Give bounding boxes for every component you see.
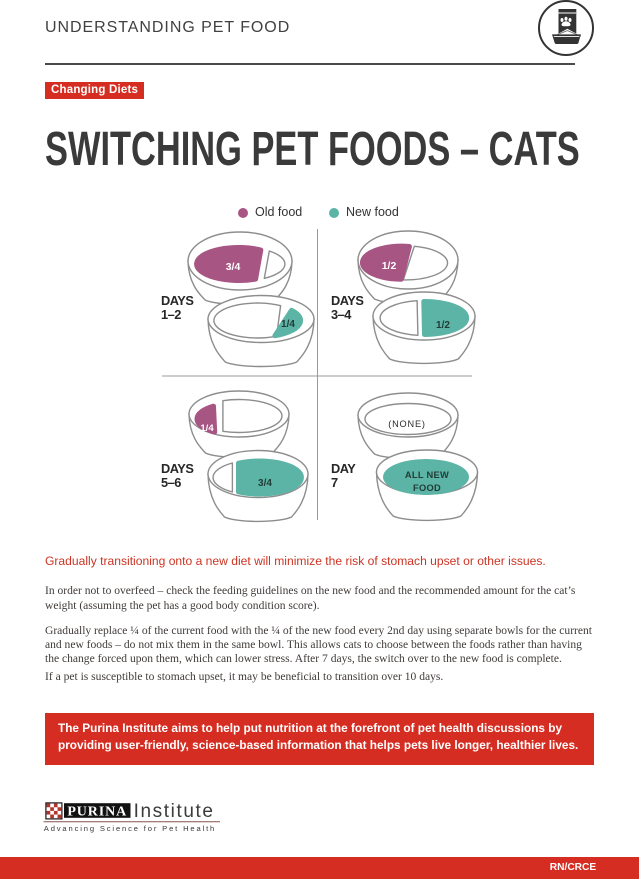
svg-text:1/4: 1/4 [200, 423, 214, 434]
svg-text:FOOD: FOOD [413, 483, 441, 493]
svg-text:1/2: 1/2 [436, 320, 450, 331]
svg-text:ALL NEW: ALL NEW [405, 470, 449, 480]
svg-text:3/4: 3/4 [226, 261, 241, 273]
svg-text:PURINA: PURINA [67, 804, 127, 819]
svg-text:1/4: 1/4 [281, 319, 295, 330]
svg-text:3/4: 3/4 [258, 478, 272, 489]
svg-text:1/2: 1/2 [382, 260, 397, 272]
svg-text:Institute: Institute [134, 801, 215, 822]
svg-text:Advancing Science for Pet Heal: Advancing Science for Pet Health [44, 824, 216, 833]
svg-text:(NONE): (NONE) [388, 419, 425, 429]
